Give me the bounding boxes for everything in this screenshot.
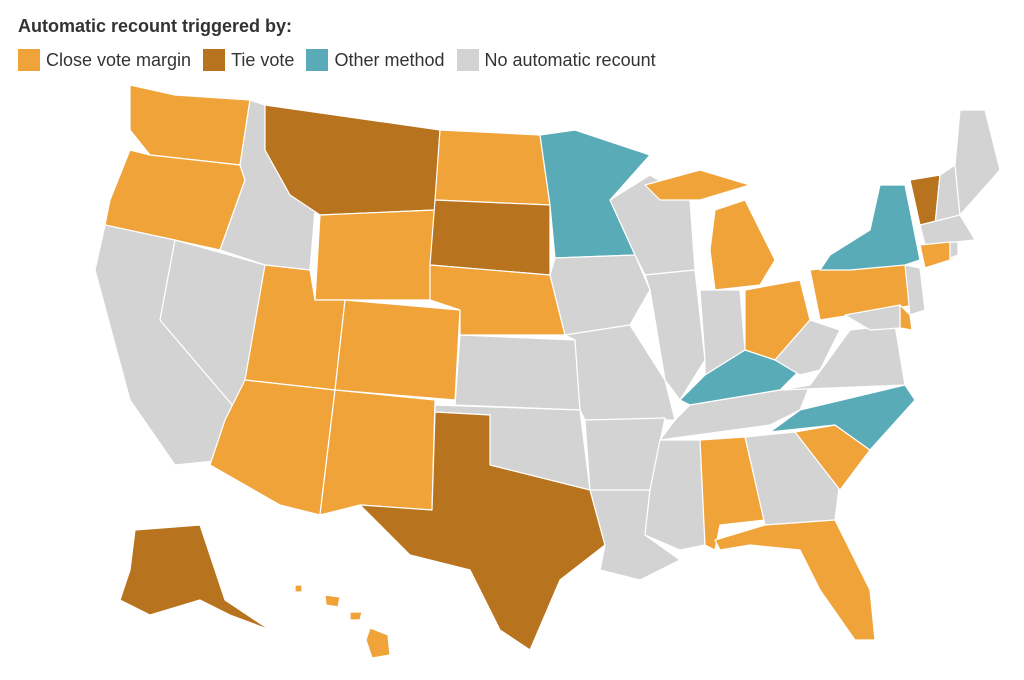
legend-label: Tie vote [231,49,295,70]
legend-item: No automatic recount [456,49,656,71]
state [819,184,921,271]
state [434,129,551,206]
legend-swatch [203,49,226,71]
state [349,611,363,621]
state [904,264,926,316]
state [949,241,959,259]
state [919,214,976,246]
state [294,584,303,593]
state [709,199,776,291]
state [334,299,461,401]
legend-label: No automatic recount [484,49,656,70]
state [324,594,341,608]
state [319,389,436,516]
state [844,304,901,331]
state [954,109,1001,216]
legend-item: Other method [306,49,445,71]
legend-swatch [18,49,40,71]
legend-item: Tie vote [203,49,294,71]
legend-label: Other method [334,49,445,70]
state [774,319,841,376]
legend-swatch [456,49,479,71]
state [129,84,251,166]
legend: Close vote margin Tie vote Other method … [18,49,656,71]
state [429,199,551,276]
legend-label: Close vote margin [46,49,192,70]
state [365,627,391,659]
state [714,519,876,641]
state [454,334,581,411]
legend-swatch [306,49,329,71]
legend-title: Automatic recount triggered by: [18,16,293,36]
state [644,169,751,201]
state [359,411,606,651]
state [314,209,436,301]
state [919,241,951,269]
legend-item: Close vote margin [18,49,191,71]
state [119,524,271,631]
state [549,254,651,336]
